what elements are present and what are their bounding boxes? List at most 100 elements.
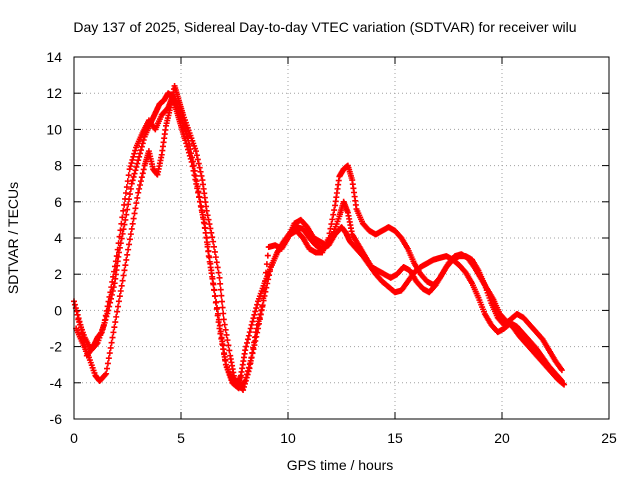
data-point-fill bbox=[256, 316, 263, 323]
data-point bbox=[113, 253, 120, 260]
data-point-fill bbox=[132, 147, 139, 154]
series-trace-c bbox=[75, 93, 565, 392]
data-point bbox=[220, 316, 227, 323]
data-point-fill bbox=[207, 260, 214, 267]
data-point-fill bbox=[243, 343, 250, 350]
data-point-fill bbox=[189, 158, 196, 165]
data-point-fill bbox=[117, 288, 124, 295]
y-tick-label: 12 bbox=[46, 85, 62, 101]
data-point-fill bbox=[220, 310, 227, 317]
data-point-fill bbox=[251, 342, 258, 349]
data-point-fill bbox=[204, 212, 211, 219]
data-point-fill bbox=[208, 229, 215, 236]
data-point-fill bbox=[222, 326, 229, 333]
data-point-fill bbox=[118, 220, 125, 227]
x-axis-ticks: 0 5 10 15 20 25 bbox=[70, 57, 617, 446]
data-point-fill bbox=[122, 190, 129, 197]
data-point bbox=[216, 325, 223, 332]
data-point-fill bbox=[133, 163, 140, 170]
data-point bbox=[248, 354, 255, 361]
data-point-fill bbox=[121, 201, 128, 208]
y-tick-label: 6 bbox=[54, 194, 62, 210]
data-point-fill bbox=[246, 329, 253, 336]
data-point-fill bbox=[264, 280, 271, 287]
data-point-fill bbox=[246, 361, 253, 368]
data-point-fill bbox=[244, 371, 251, 378]
data-point-fill bbox=[204, 241, 211, 248]
data-point bbox=[115, 298, 122, 305]
data-point-fill bbox=[209, 234, 216, 241]
data-point-fill bbox=[245, 332, 252, 339]
data-point-fill bbox=[129, 220, 136, 227]
data-point-fill bbox=[211, 243, 218, 250]
data-point-fill bbox=[213, 306, 220, 313]
data-point-fill bbox=[331, 207, 338, 214]
data-point-fill bbox=[104, 360, 111, 367]
data-point bbox=[192, 148, 199, 155]
data-point bbox=[261, 292, 268, 299]
data-point-fill bbox=[121, 267, 128, 274]
data-point-fill bbox=[326, 230, 333, 237]
data-point-fill bbox=[114, 308, 121, 315]
data-point-fill bbox=[215, 269, 222, 276]
data-point bbox=[128, 225, 135, 232]
data-point-fill bbox=[212, 254, 219, 261]
data-point-fill bbox=[129, 156, 136, 163]
data-point-fill bbox=[111, 324, 118, 331]
data-point-fill bbox=[126, 241, 133, 248]
data-point-fill bbox=[252, 337, 259, 344]
data-point-fill bbox=[217, 330, 224, 337]
y-tick-label: 4 bbox=[54, 230, 62, 246]
data-point-fill bbox=[205, 216, 212, 223]
data-point-fill bbox=[244, 339, 251, 346]
data-point-fill bbox=[111, 263, 118, 270]
data-point-fill bbox=[188, 150, 195, 157]
data-point-fill bbox=[137, 181, 144, 188]
data-point-fill bbox=[209, 273, 216, 280]
data-point bbox=[210, 238, 217, 245]
data-point bbox=[242, 347, 249, 354]
data-point-fill bbox=[218, 298, 225, 305]
data-point-fill bbox=[138, 174, 145, 181]
data-point-fill bbox=[106, 350, 113, 357]
data-point bbox=[184, 133, 191, 140]
data-point-fill bbox=[127, 231, 134, 238]
data-point-fill bbox=[328, 221, 335, 228]
data-point-fill bbox=[226, 347, 233, 354]
data-point-fill bbox=[220, 346, 227, 353]
x-tick-label: 20 bbox=[494, 430, 510, 446]
data-point bbox=[100, 321, 107, 328]
data-point-fill bbox=[253, 333, 260, 340]
data-point-fill bbox=[71, 301, 78, 308]
data-point-fill bbox=[243, 374, 250, 381]
data-point-fill bbox=[134, 160, 141, 167]
data-point-fill bbox=[259, 302, 266, 309]
data-point-fill bbox=[260, 297, 267, 304]
data-point-fill bbox=[140, 166, 147, 173]
data-point bbox=[325, 235, 332, 241]
data-point-fill bbox=[123, 256, 130, 263]
data-point-fill bbox=[139, 170, 146, 177]
data-point-fill bbox=[93, 341, 100, 348]
data-point bbox=[122, 216, 129, 223]
data-point-fill bbox=[262, 288, 269, 295]
y-tick-label: 2 bbox=[54, 266, 62, 282]
data-point-fill bbox=[107, 344, 114, 351]
data-point-fill bbox=[252, 308, 259, 315]
data-point-fill bbox=[108, 339, 115, 346]
data-point-fill bbox=[217, 286, 224, 293]
data-point-fill bbox=[250, 315, 257, 322]
data-point-fill bbox=[214, 312, 221, 319]
data-point-fill bbox=[109, 278, 116, 285]
data-point bbox=[135, 157, 142, 164]
data-point bbox=[120, 207, 127, 214]
data-point-fill bbox=[131, 210, 138, 217]
data-point-fill bbox=[199, 209, 206, 216]
data-point-fill bbox=[329, 216, 336, 223]
data-point-fill bbox=[244, 367, 251, 374]
data-point-fill bbox=[137, 147, 144, 154]
data-point-fill bbox=[134, 194, 141, 201]
data-point-fill bbox=[201, 224, 208, 231]
data-point bbox=[242, 377, 249, 384]
